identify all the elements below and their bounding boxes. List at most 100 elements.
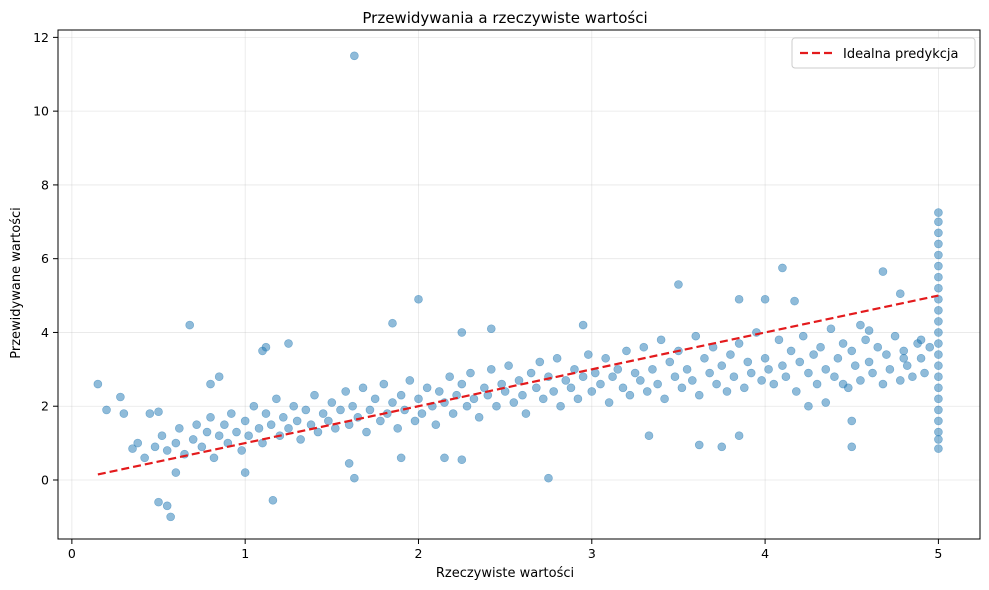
scatter-point — [804, 401, 813, 411]
scatter-point — [743, 357, 753, 367]
scatter-point — [171, 438, 181, 448]
scatter-point — [393, 424, 402, 433]
scatter-point — [821, 365, 831, 374]
chart-title: Przewidywania a rzeczywiste wartości — [362, 9, 647, 27]
scatter-point — [348, 401, 357, 411]
scatter-point — [916, 353, 926, 363]
scatter-point — [804, 368, 813, 378]
scatter-point — [868, 368, 877, 378]
scatter-point — [934, 405, 943, 415]
legend: Idealna predykcja — [791, 37, 976, 69]
scatter-point — [934, 372, 943, 382]
scatter-point — [934, 272, 943, 282]
scatter-point — [740, 383, 749, 393]
scatter-point — [237, 446, 247, 455]
scatter-point — [769, 379, 779, 389]
scatter-point — [462, 401, 472, 411]
scatter-point — [102, 405, 111, 415]
scatter-point — [445, 372, 454, 382]
scatter-point — [162, 446, 172, 455]
scatter-point — [244, 431, 253, 441]
scatter-point — [261, 342, 271, 352]
y-tick-label: 6 — [41, 251, 49, 266]
scatter-point — [327, 398, 337, 407]
scatter-point — [344, 459, 354, 468]
scatter-point — [284, 339, 293, 348]
scatter-point — [202, 427, 212, 437]
scatter-point — [119, 409, 129, 418]
scatter-point — [895, 376, 905, 385]
scatter-point — [639, 342, 649, 352]
scatter-point — [532, 383, 541, 393]
scatter-point — [677, 383, 687, 393]
scatter-point — [934, 283, 943, 293]
scatter-point — [518, 390, 527, 400]
scatter-point — [648, 365, 657, 374]
scatter-point — [746, 368, 756, 378]
scatter-point — [630, 368, 640, 378]
scatter-point — [843, 383, 853, 393]
scatter-point — [833, 353, 843, 363]
scatter-point — [116, 392, 125, 402]
scatter-point — [209, 453, 219, 463]
scatter-point — [934, 350, 943, 359]
scatter-point — [486, 365, 496, 374]
x-tick-label: 0 — [68, 546, 76, 561]
scatter-point — [318, 409, 328, 418]
scatter-point — [809, 350, 818, 359]
scatter-point — [486, 324, 496, 334]
scatter-point — [700, 353, 709, 363]
scatter-point — [284, 424, 293, 433]
scatter-point — [289, 401, 298, 411]
scatter-point — [878, 267, 888, 276]
scatter-point — [636, 376, 645, 385]
scatter-point — [847, 346, 857, 356]
scatter-point — [521, 409, 531, 418]
scatter-point — [500, 387, 510, 396]
scatter-point — [734, 339, 744, 348]
scatter-point — [549, 387, 558, 396]
scatter-point — [414, 294, 423, 304]
scatter-point — [934, 294, 943, 304]
scatter-point — [538, 394, 548, 404]
scatter-point — [705, 368, 714, 378]
scatter-point — [206, 379, 215, 389]
scatter-point — [544, 473, 553, 483]
scatter-point — [691, 331, 701, 341]
scatter-point — [249, 401, 259, 411]
scatter-point — [272, 394, 281, 404]
scatter-point — [882, 350, 891, 359]
y-axis-ticks: 0 2 4 6 8 10 12 — [33, 30, 58, 487]
scatter-point — [656, 335, 666, 345]
scatter-point — [798, 331, 808, 341]
scatter-point — [934, 261, 943, 271]
scatter-point — [405, 376, 415, 385]
scatter-point — [838, 339, 848, 348]
scatter-point — [396, 390, 406, 400]
scatter-point — [587, 387, 597, 396]
scatter-point — [913, 339, 922, 348]
x-axis-ticks: 0 1 2 3 4 5 — [68, 539, 942, 561]
scatter-point — [279, 412, 288, 422]
scatter-point — [934, 328, 943, 337]
scatter-point — [268, 495, 278, 505]
scatter-point — [885, 365, 895, 374]
scatter-point — [358, 383, 368, 393]
scatter-point — [480, 383, 489, 393]
x-axis-label: Rzeczywiste wartości — [436, 566, 574, 581]
scatter-point — [864, 357, 874, 367]
scatter-point — [133, 438, 143, 448]
scatter-point — [301, 405, 311, 415]
scatter-point — [379, 379, 389, 389]
scatter-point — [157, 431, 167, 441]
scatter-point — [457, 379, 467, 389]
scatter-point — [674, 280, 683, 289]
scatter-point — [578, 320, 588, 330]
scatter-point — [370, 394, 380, 404]
scatter-point — [712, 379, 721, 389]
scatter-point — [934, 250, 943, 260]
scatter-point — [613, 365, 623, 374]
scatter-point — [934, 339, 943, 348]
scatter-point — [660, 394, 669, 404]
scatter-point — [514, 376, 524, 385]
